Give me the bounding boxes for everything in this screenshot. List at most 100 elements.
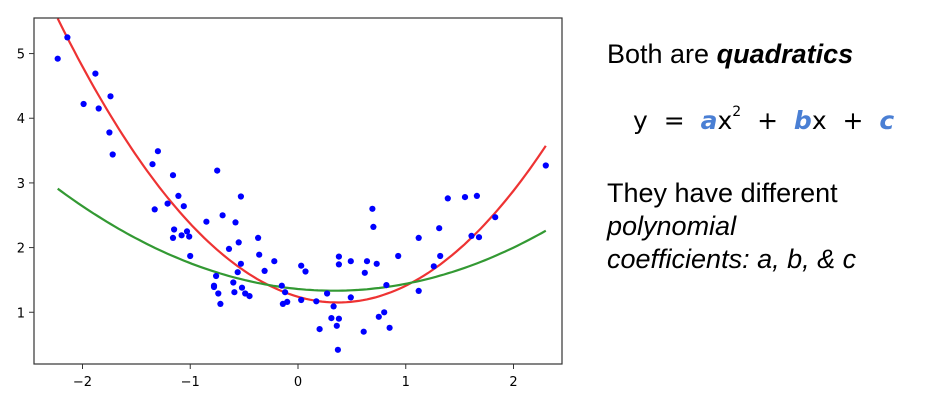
data-point [361, 269, 368, 276]
x-tick-label: 2 [509, 375, 517, 390]
eq-coef-c: c [879, 106, 895, 135]
x-tick-label: −2 [73, 375, 92, 390]
data-point [335, 261, 342, 268]
data-point [284, 298, 291, 305]
data-point [461, 194, 469, 201]
data-point [271, 258, 278, 265]
x-tick-label: −1 [181, 375, 200, 390]
data-point [334, 346, 341, 353]
eq-coef-a: a [700, 106, 718, 135]
data-point [234, 269, 241, 276]
data-point [95, 105, 102, 112]
y-tick-label: 4 [17, 112, 25, 127]
data-point [330, 303, 337, 310]
eq-plus-2: + [842, 106, 864, 135]
data-point [328, 315, 335, 322]
data-point [386, 324, 393, 331]
data-point [383, 282, 390, 289]
data-point [149, 161, 156, 168]
data-point [210, 283, 218, 291]
data-point [230, 279, 237, 286]
data-point [217, 300, 224, 307]
data-point [109, 151, 116, 158]
data-point [278, 282, 285, 289]
note-line-3: coefficients: a, b, & c [607, 244, 857, 274]
data-point [415, 287, 422, 294]
data-point [214, 167, 221, 174]
data-point [237, 193, 244, 200]
data-point [437, 252, 444, 260]
data-point [169, 172, 177, 179]
data-point [282, 289, 289, 296]
data-point [213, 272, 220, 280]
data-point [151, 206, 158, 213]
data-point [492, 214, 499, 221]
data-point [369, 205, 376, 212]
data-point [237, 260, 244, 267]
data-point [255, 234, 262, 241]
eq-x: x [811, 106, 827, 135]
eq-equals: = [663, 106, 685, 135]
data-point [225, 245, 233, 252]
data-point [313, 298, 320, 305]
data-point [347, 294, 354, 301]
data-point [360, 328, 367, 335]
data-point [106, 129, 113, 136]
data-point [363, 258, 371, 265]
data-point [187, 252, 194, 260]
data-point [215, 290, 222, 297]
data-point [370, 223, 377, 230]
data-point [468, 232, 475, 239]
data-points [54, 34, 549, 353]
data-point [542, 162, 549, 169]
eq-coef-b: b [793, 106, 812, 135]
data-point [219, 212, 226, 219]
data-point [473, 192, 480, 199]
data-point [183, 228, 191, 235]
data-point [347, 258, 354, 265]
data-point [169, 234, 177, 241]
data-point [333, 322, 340, 329]
eq-plus-1: + [757, 106, 779, 135]
eq-exponent: 2 [732, 104, 742, 120]
data-point [415, 234, 422, 241]
data-point [430, 263, 437, 270]
axis-ticks: −2 −1 0 1 2 1 2 3 4 5 [17, 48, 518, 390]
data-point [302, 268, 309, 275]
x-tick-label: 0 [294, 375, 302, 390]
data-point [232, 219, 239, 226]
y-tick-label: 3 [17, 177, 25, 192]
data-point [154, 148, 161, 155]
note-line-2: polynomial [607, 211, 737, 241]
plot-frame [33, 17, 563, 365]
data-point [235, 239, 242, 246]
y-tick-label: 1 [17, 306, 25, 321]
data-point [203, 218, 210, 225]
scatter-chart: −2 −1 0 1 2 1 2 3 4 5 [17, 17, 563, 390]
data-point [335, 315, 342, 322]
quadratic-equation: y = ax2 + bx + c [633, 104, 895, 135]
eq-x-squared: x [717, 106, 733, 135]
data-point [92, 70, 99, 77]
red-fit-curve [56, 18, 547, 304]
data-point [80, 100, 87, 108]
data-point [186, 233, 193, 240]
data-point [107, 93, 114, 100]
heading-emphasis: quadratics [716, 39, 854, 69]
data-point [335, 253, 342, 260]
data-point [171, 226, 178, 233]
data-point [54, 55, 61, 62]
y-tick-label: 2 [17, 242, 25, 257]
data-point [395, 252, 402, 260]
data-point [261, 267, 268, 274]
note-line-1: They have different [607, 178, 838, 208]
y-tick-label: 5 [17, 48, 25, 63]
heading-prefix: Both are [607, 39, 717, 69]
data-point [316, 326, 323, 333]
data-point [231, 289, 238, 296]
heading-line: Both are quadratics [607, 38, 853, 71]
data-point [373, 260, 380, 267]
data-point [64, 34, 71, 41]
data-point [444, 195, 451, 202]
data-point [256, 251, 263, 258]
